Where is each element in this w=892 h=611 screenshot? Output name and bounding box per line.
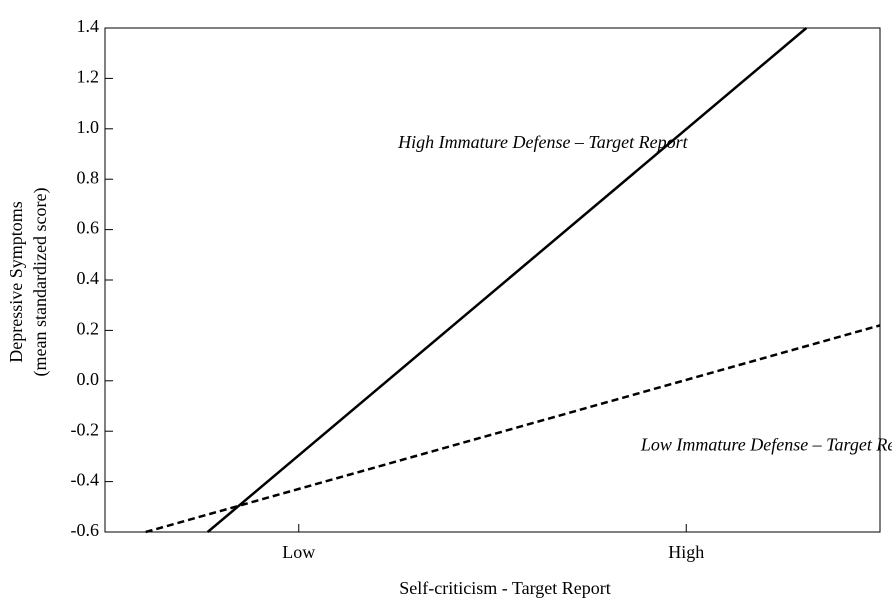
y-tick-label: 0.4 [77, 268, 100, 288]
y-axis-label: Depressive Symptoms [6, 201, 26, 363]
y-tick-label: 1.2 [77, 67, 100, 87]
y-tick-label: 0.2 [77, 319, 100, 339]
y-tick-label: 0.0 [77, 369, 100, 389]
y-tick-label: -0.2 [71, 419, 100, 439]
y-tick-label: -0.4 [71, 470, 100, 490]
y-axis-label: (mean standardized score) [30, 188, 51, 377]
series-label: High Immature Defense – Target Report [397, 132, 688, 152]
plot-frame [104, 27, 881, 533]
line [206, 27, 808, 533]
y-tick-label: 1.4 [77, 16, 100, 36]
y-tick-label: 1.0 [77, 117, 100, 137]
x-tick-label: Low [282, 542, 315, 562]
y-tick-label: 0.8 [77, 167, 100, 187]
y-tick-label: 0.6 [77, 218, 100, 238]
y-tick-label: -0.6 [71, 520, 100, 540]
x-axis-label: Self-criticism - Target Report [399, 578, 611, 598]
series-label: Low Immature Defense – Target Report [640, 434, 892, 454]
line [145, 324, 881, 534]
x-tick-label: High [668, 542, 704, 562]
